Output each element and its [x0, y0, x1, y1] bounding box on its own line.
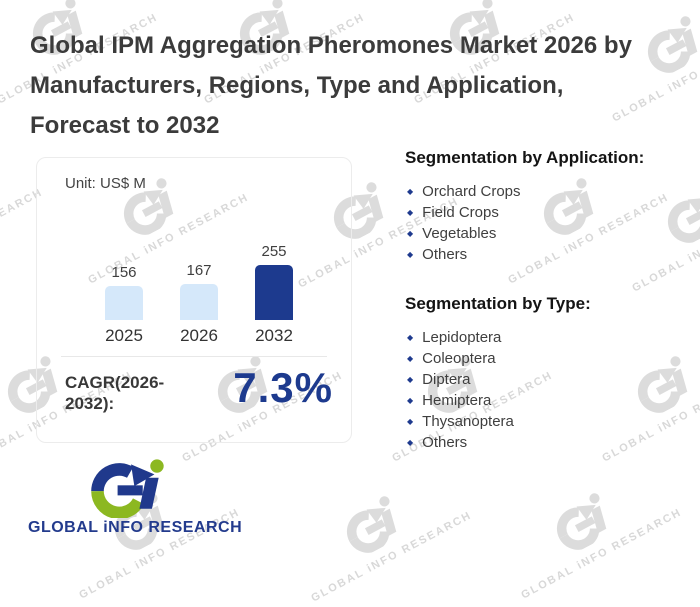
bar-value-label: 255 [261, 243, 287, 260]
segmentation-type-list: ◆ Lepidoptera ◆ Coleoptera ◆ Diptera ◆ Hemipter… [407, 327, 690, 453]
global-info-research-logo: GLOBAL iNFO RESEARCH [28, 456, 243, 537]
segmentation-column: Segmentation by Application: ◆ Orchard Cr… [405, 148, 690, 453]
bar [105, 286, 143, 320]
bar-category-label: 2032 [255, 326, 293, 345]
list-item: ◆ Diptera [407, 369, 690, 390]
diamond-bullet-icon: ◆ [407, 186, 414, 196]
list-item: ◆ Coleoptera [407, 348, 690, 369]
market-chart-card: Unit: US$ M 156 2025 167 2026 255 2032 CAGR(2… [36, 157, 352, 443]
diamond-bullet-icon: ◆ [407, 249, 414, 259]
list-item: ◆ Vegetables [407, 223, 690, 244]
list-item-label: Coleoptera [422, 350, 496, 367]
page-title: Global IPM Aggregation Pheromones Market… [30, 32, 632, 139]
diamond-bullet-icon: ◆ [407, 207, 414, 217]
list-item-label: Lepidoptera [422, 329, 502, 346]
list-item-label: Others [422, 434, 468, 451]
list-item: ◆ Lepidoptera [407, 327, 690, 348]
divider [61, 356, 327, 357]
bar [255, 265, 293, 320]
list-item-label: Diptera [422, 371, 471, 388]
bar-category-label: 2025 [105, 326, 143, 345]
bar-group-2032: 255 2032 [250, 214, 298, 346]
diamond-bullet-icon: ◆ [407, 395, 414, 405]
list-item: ◆ Orchard Crops [407, 181, 690, 202]
list-item: ◆ Thysanoptera [407, 411, 690, 432]
list-item-label: Orchard Crops [422, 183, 521, 200]
segmentation-type-heading: Segmentation by Type: [405, 294, 591, 313]
bar [180, 284, 218, 320]
segmentation-application-heading: Segmentation by Application: [405, 148, 645, 167]
list-item: ◆ Others [407, 432, 690, 453]
bar-group-2025: 156 2025 [100, 214, 148, 346]
cagr-label: CAGR(2026-2032): [65, 373, 165, 413]
list-item-label: Thysanoptera [422, 413, 514, 430]
list-item-label: Field Crops [422, 204, 499, 221]
diamond-bullet-icon: ◆ [407, 228, 414, 238]
segmentation-application-list: ◆ Orchard Crops ◆ Field Crops ◆ Vegetables ◆ Ot… [407, 181, 690, 265]
list-item-label: Hemiptera [422, 392, 492, 409]
bar-chart: 156 2025 167 2026 255 2032 [37, 158, 351, 442]
logo-text: GLOBAL iNFO RESEARCH [28, 519, 243, 536]
diamond-bullet-icon: ◆ [407, 332, 414, 342]
list-item-label: Others [422, 246, 468, 263]
cagr-row: CAGR(2026-2032): 7.3% [65, 364, 333, 414]
bar-value-label: 167 [186, 262, 212, 279]
bar-group-2026: 167 2026 [175, 214, 223, 346]
diamond-bullet-icon: ◆ [407, 374, 414, 384]
gi-logo-icon [84, 456, 178, 518]
list-item: ◆ Others [407, 244, 690, 265]
diamond-bullet-icon: ◆ [407, 437, 414, 447]
diamond-bullet-icon: ◆ [407, 416, 414, 426]
segmentation-application-block: Segmentation by Application: ◆ Orchard Cr… [405, 148, 690, 265]
list-item: ◆ Hemiptera [407, 390, 690, 411]
list-item-label: Vegetables [422, 225, 497, 242]
bar-category-label: 2026 [180, 326, 218, 345]
diamond-bullet-icon: ◆ [407, 353, 414, 363]
cagr-value: 7.3% [233, 364, 333, 411]
list-item: ◆ Field Crops [407, 202, 690, 223]
bar-value-label: 156 [111, 264, 137, 281]
segmentation-type-block: Segmentation by Type: ◆ Lepidoptera ◆ Coleo… [405, 294, 690, 453]
